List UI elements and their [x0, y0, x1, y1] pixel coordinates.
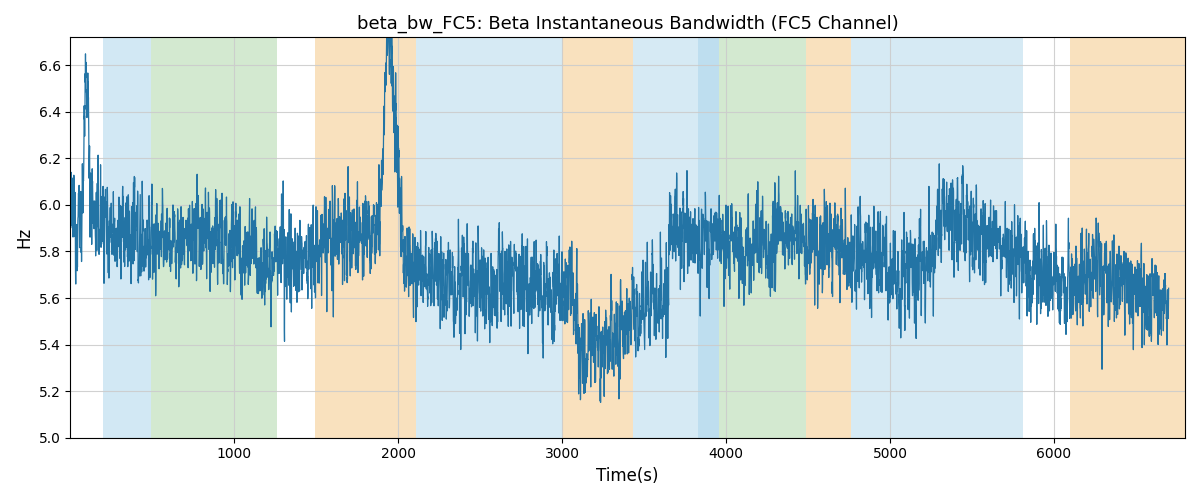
Title: beta_bw_FC5: Beta Instantaneous Bandwidth (FC5 Channel): beta_bw_FC5: Beta Instantaneous Bandwidt… — [356, 15, 899, 34]
Y-axis label: Hz: Hz — [14, 227, 32, 248]
Bar — [806, 38, 851, 438]
Bar — [851, 38, 1022, 438]
Bar — [698, 38, 720, 438]
Bar — [416, 38, 562, 438]
X-axis label: Time(s): Time(s) — [596, 467, 659, 485]
Bar — [151, 38, 277, 438]
Bar — [720, 38, 806, 438]
Bar — [314, 38, 416, 438]
Bar — [1070, 38, 1186, 438]
Bar — [632, 38, 698, 438]
Bar — [103, 38, 151, 438]
Bar — [562, 38, 632, 438]
